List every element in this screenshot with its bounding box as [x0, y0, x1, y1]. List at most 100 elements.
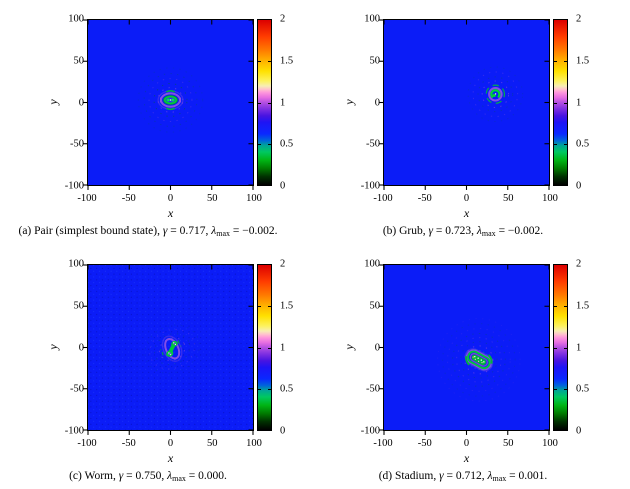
y-axis-label: y	[342, 344, 356, 350]
y-tick-label: 50	[369, 55, 381, 67]
heatmap-canvas-d	[379, 264, 550, 435]
x-axis-label: x	[463, 206, 470, 220]
caption-text: = 0.717,	[167, 225, 212, 237]
x-tick-label: 50	[503, 438, 514, 449]
heatmap-plot-b	[379, 19, 550, 190]
heatmap-canvas-a	[83, 19, 254, 190]
x-tick-labels-d: -100 -50 0 50 100	[373, 438, 558, 451]
axis-ticks	[83, 19, 254, 190]
y-tick-label: -50	[366, 383, 380, 395]
cb-tick-label: 1.5	[576, 300, 590, 312]
y-tick-labels-d: 100 50 0 -50 -100	[332, 259, 381, 437]
y-tick-labels-b: 100 50 0 -50 -100	[332, 14, 381, 192]
interference-rings	[437, 318, 521, 402]
cb-tick-label: 1.5	[576, 55, 590, 67]
axis-ticks	[379, 264, 550, 435]
y-tick-label: -100	[360, 425, 380, 437]
x-tick-label: -100	[373, 438, 393, 449]
caption-text: = 0.723,	[433, 225, 477, 237]
cb-tick-label: 2	[280, 258, 286, 270]
caption-c: (c) Worm, γ = 0.750, λmax = 0.000.	[0, 470, 296, 483]
y-tick-label: 50	[369, 300, 381, 312]
colorbar-tick	[258, 102, 261, 104]
cb-tick-label: 1.5	[280, 55, 294, 67]
density-structure-pair	[137, 67, 204, 133]
y-axis-label: y	[46, 99, 60, 105]
heatmap-canvas-c	[83, 264, 254, 435]
colorbar-tick	[258, 61, 261, 63]
cb-tick-label: 0.5	[576, 383, 590, 395]
x-tick-label: 100	[246, 193, 262, 204]
lambda-subscript: max	[172, 474, 186, 483]
colorbar-tick	[554, 143, 557, 145]
caption-b: (b) Grub, γ = 0.723, λmax = −0.002.	[296, 225, 630, 238]
y-tick-label: 100	[364, 258, 380, 270]
x-tick-label: 0	[167, 438, 174, 449]
cb-tick-label: 0.5	[576, 138, 590, 150]
colorbar-tick	[268, 347, 271, 349]
density-structure-worm	[144, 324, 200, 374]
cb-tick-label: 1.5	[280, 300, 294, 312]
colorbar-tick	[258, 347, 261, 349]
heatmap-plot-a	[83, 19, 254, 190]
x-tick-label: -50	[121, 438, 136, 449]
colorbar-tick	[554, 102, 557, 104]
caption-text: = −0.002.	[230, 225, 278, 237]
x-tick-label: 100	[542, 193, 558, 204]
colorbar-tick	[258, 143, 261, 145]
x-axis-label: x	[463, 451, 470, 465]
y-tick-label: -100	[64, 180, 84, 192]
x-tick-label: 50	[207, 193, 218, 204]
y-tick-label: 100	[68, 13, 84, 25]
colorbar-tick-labels-b: 2 1.5 1 0.5 0	[573, 14, 607, 192]
colorbar-tick	[564, 388, 567, 390]
y-tick-label: 100	[364, 13, 380, 25]
cb-tick-label: 2	[280, 13, 286, 25]
x-tick-label: 50	[503, 193, 514, 204]
x-tick-label: -100	[373, 193, 393, 204]
colorbar-tick	[554, 388, 557, 390]
cb-tick-label: 0	[576, 180, 582, 192]
caption-text: (a) Pair (simplest bound state),	[18, 225, 163, 237]
y-tick-label: 50	[73, 300, 85, 312]
lambda-symbol: λ	[167, 470, 173, 482]
caption-a: (a) Pair (simplest bound state), γ = 0.7…	[0, 225, 296, 238]
colorbar-tick-labels-a: 2 1.5 1 0.5 0	[277, 14, 311, 192]
lambda-subscript: max	[492, 474, 507, 483]
cb-tick-label: 1	[576, 97, 582, 108]
x-tick-label: -100	[77, 438, 97, 449]
colorbar-tick	[564, 347, 567, 349]
y-tick-label: 0	[374, 97, 380, 108]
caption-text: (c) Worm,	[69, 470, 119, 482]
colorbar-tick	[564, 102, 567, 104]
x-tick-label: -50	[121, 193, 136, 204]
x-tick-label: 0	[463, 438, 470, 449]
cb-tick-label: 0	[280, 425, 286, 437]
colorbar-tick	[564, 143, 567, 145]
x-tick-label: 100	[246, 438, 262, 449]
colorbar-tick	[258, 306, 261, 308]
x-tick-label: -50	[417, 438, 432, 449]
caption-text: = 0.712,	[443, 470, 488, 482]
lambda-subscript: max	[216, 229, 231, 238]
caption-text: = 0.000.	[185, 470, 227, 482]
x-tick-labels-a: -100 -50 0 50 100	[77, 193, 262, 206]
lambda-subscript: max	[481, 229, 496, 238]
colorbar-tick	[554, 347, 557, 349]
density-structure-stadium	[437, 318, 521, 402]
y-tick-labels-c: 100 50 0 -50 -100	[36, 259, 85, 437]
interference-rings	[467, 66, 524, 122]
x-tick-label: 0	[167, 193, 174, 204]
cb-tick-label: 0.5	[280, 138, 294, 150]
colorbar-b	[553, 19, 568, 186]
y-tick-label: 50	[73, 55, 85, 67]
y-tick-label: 0	[374, 342, 380, 353]
colorbar-tick-labels-d: 2 1.5 1 0.5 0	[573, 259, 607, 437]
gamma-symbol: γ	[162, 225, 168, 237]
y-tick-label: -100	[64, 425, 84, 437]
colorbar-d	[553, 264, 568, 431]
y-tick-label: -100	[360, 180, 380, 192]
heatmap-plot-c	[83, 264, 254, 435]
y-axis-label: y	[342, 99, 356, 105]
cb-tick-label: 2	[576, 258, 582, 270]
